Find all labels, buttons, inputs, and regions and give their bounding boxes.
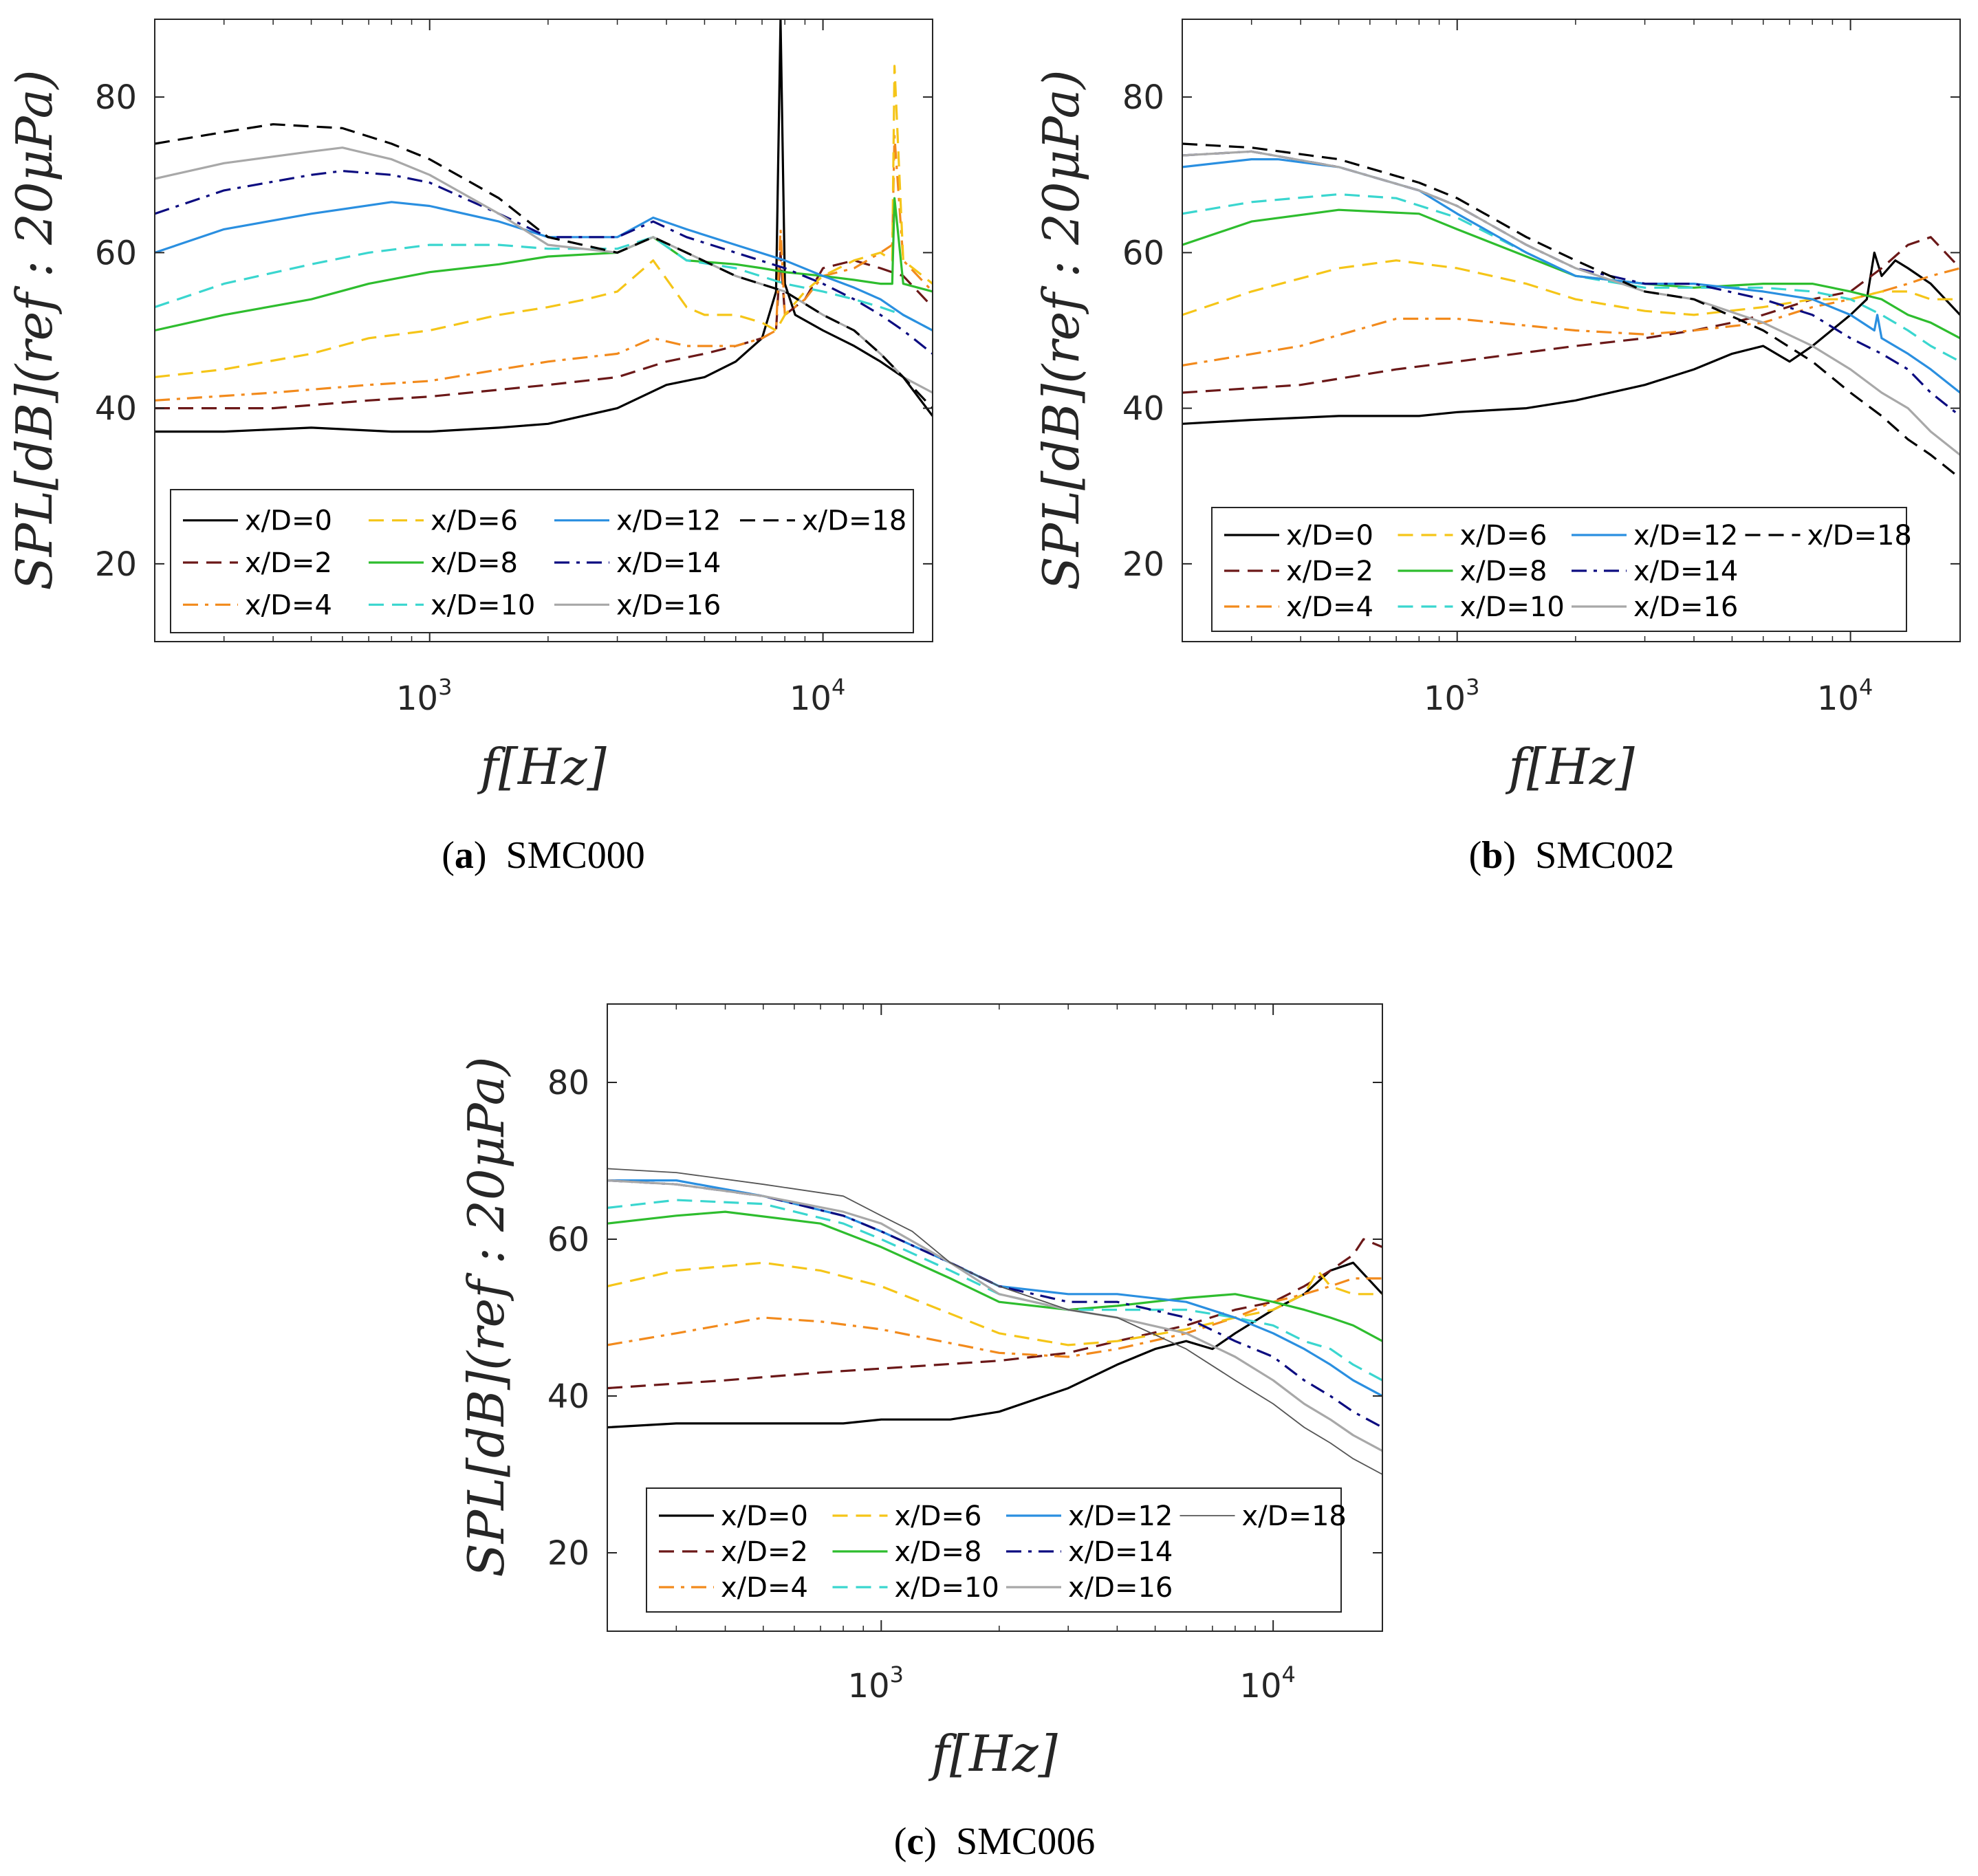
series-line-xd18 — [607, 1168, 1382, 1475]
panel-a: 20 40 60 80 103 104 f[Hz] SPL[dB](ref : 20μPa) x… — [6, 19, 933, 877]
y-tick-label: 20 — [547, 1534, 589, 1573]
legend-label: x/D=18 — [802, 505, 906, 537]
x-tick-label: 104 — [1239, 1661, 1295, 1705]
series-line-xd2 — [607, 1238, 1382, 1390]
legend-box — [646, 1487, 1342, 1613]
y-tick-label: 20 — [1122, 545, 1164, 584]
legend-label: x/D=8 — [895, 1536, 982, 1568]
legend-label: x/D=12 — [1633, 520, 1738, 552]
y-tick-label: 80 — [95, 78, 137, 117]
legend-label: x/D=8 — [431, 547, 518, 579]
series-line-xd0 — [1182, 251, 1960, 425]
x-tick-label: 103 — [848, 1661, 904, 1705]
legend-label: x/D=0 — [1286, 520, 1373, 552]
series-line-xd12 — [1182, 158, 1960, 394]
panel-b: 20 40 60 80 103 104 f[Hz] SPL[dB](ref : 20μPa) x… — [1032, 19, 1961, 877]
legend-label: x/D=16 — [616, 589, 721, 621]
legend-label: x/D=4 — [245, 589, 332, 621]
series-line-xd8 — [1182, 208, 1960, 340]
x-axis-label: f[Hz] — [928, 1725, 1058, 1782]
legend: x/D=0 x/D=2 x/D=4 x/D=6 x/D=8 x/D=10 x/D=12 x/D… — [170, 489, 914, 633]
series-line-xd18 — [155, 123, 933, 409]
series-line-xd6 — [607, 1261, 1382, 1346]
y-axis-label: SPL[dB](ref : 20μPa) — [457, 1056, 515, 1577]
y-tick-label: 20 — [95, 545, 137, 584]
legend-label: x/D=10 — [1460, 591, 1565, 623]
legend-label: x/D=10 — [431, 589, 535, 621]
legend-label: x/D=18 — [1242, 1501, 1347, 1532]
legend-label: x/D=2 — [1286, 556, 1373, 587]
legend-label: x/D=6 — [431, 505, 518, 537]
series-line-xd8 — [607, 1210, 1382, 1342]
y-tick-label: 80 — [547, 1064, 589, 1102]
x-axis-label: f[Hz] — [1505, 738, 1635, 796]
y-tick-label: 40 — [95, 390, 137, 428]
x-axis-label: f[Hz] — [477, 738, 607, 796]
legend-label: x/D=16 — [1633, 591, 1738, 623]
y-tick-label: 80 — [1122, 78, 1164, 117]
legend-label: x/D=4 — [1286, 591, 1373, 623]
series-line-xd0 — [155, 19, 933, 433]
legend: x/D=0 x/D=2 x/D=4 x/D=6 x/D=8 x/D=10 x/D=12 x/D… — [1211, 507, 1912, 632]
series-line-xd14 — [607, 1179, 1382, 1429]
legend-label: x/D=14 — [1633, 556, 1738, 587]
y-axis-label: SPL[dB](ref : 20μPa) — [1032, 69, 1090, 590]
axes-box — [1182, 19, 1961, 642]
series-line-xd6 — [1182, 259, 1960, 316]
legend-label: x/D=0 — [245, 505, 332, 537]
legend-label: x/D=12 — [1068, 1501, 1173, 1532]
legend-label: x/D=14 — [616, 547, 721, 579]
panel-caption: (b) SMC002 — [1469, 834, 1675, 877]
x-tick-label: 103 — [1424, 674, 1479, 718]
series-line-xd14 — [1182, 150, 1960, 417]
series-line-xd16 — [155, 146, 933, 394]
series-line-xd16 — [607, 1179, 1382, 1452]
y-tick-label: 60 — [95, 234, 137, 272]
legend-label: x/D=4 — [721, 1572, 808, 1604]
series-line-xd10 — [1182, 193, 1960, 363]
legend-box — [1211, 507, 1907, 632]
legend-label: x/D=2 — [721, 1536, 808, 1568]
legend-label: x/D=6 — [895, 1501, 982, 1532]
series-line-xd18 — [1182, 142, 1960, 479]
legend-label: x/D=8 — [1460, 556, 1547, 587]
y-tick-label: 60 — [1122, 234, 1164, 272]
x-tick-label: 104 — [790, 674, 845, 718]
panel-caption: (c) SMC006 — [894, 1820, 1095, 1863]
legend: x/D=0 x/D=2 x/D=4 x/D=6 x/D=8 x/D=10 x/D=12 x/D… — [646, 1487, 1347, 1613]
series-line-xd10 — [607, 1199, 1382, 1382]
series-line-xd0 — [607, 1261, 1382, 1429]
panel-c: 20 40 60 80 103 104 f[Hz] SPL[dB](ref : 20μPa) x… — [457, 1003, 1383, 1863]
y-tick-label: 60 — [547, 1221, 589, 1259]
axes-box — [154, 19, 933, 642]
y-tick-label: 40 — [547, 1377, 589, 1416]
plot-area — [1182, 142, 1960, 479]
series-line-xd4 — [1182, 267, 1960, 367]
legend-label: x/D=12 — [616, 505, 721, 537]
y-axis-label: SPL[dB](ref : 20μPa) — [6, 69, 63, 590]
plot-area — [607, 1168, 1382, 1475]
legend-label: x/D=0 — [721, 1501, 808, 1532]
series-line-xd4 — [155, 135, 933, 402]
legend-label: x/D=14 — [1068, 1536, 1173, 1568]
legend-label: x/D=10 — [895, 1572, 999, 1604]
legend-box — [170, 489, 914, 633]
legend-label: x/D=6 — [1460, 520, 1547, 552]
series-line-xd8 — [155, 197, 933, 332]
panel-caption: (a) SMC000 — [442, 834, 645, 877]
series-line-xd10 — [155, 236, 933, 331]
y-tick-label: 40 — [1122, 390, 1164, 428]
x-tick-label: 104 — [1817, 674, 1873, 718]
series-line-xd12 — [155, 201, 933, 331]
axes-box — [607, 1003, 1383, 1632]
x-tick-label: 103 — [396, 674, 452, 718]
series-line-xd6 — [155, 65, 933, 378]
legend-label: x/D=2 — [245, 547, 332, 579]
legend-label: x/D=16 — [1068, 1572, 1173, 1604]
legend-label: x/D=18 — [1807, 520, 1912, 552]
series-line-xd2 — [1182, 236, 1960, 394]
plot-area — [155, 19, 933, 433]
